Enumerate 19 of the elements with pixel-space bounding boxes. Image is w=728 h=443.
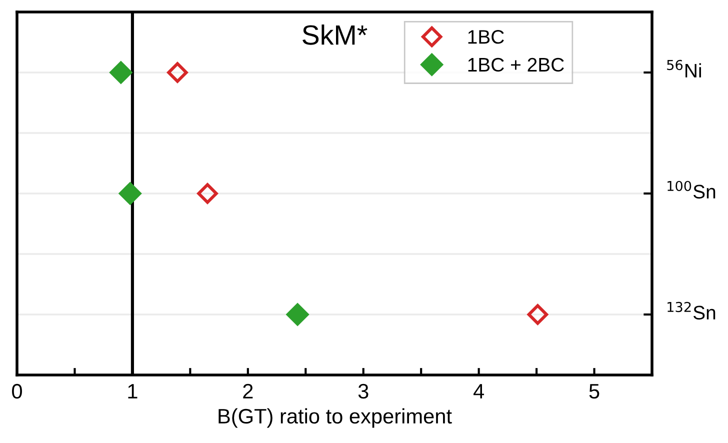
y-tick-label: $^{100}$Sn <box>668 180 716 199</box>
point <box>118 182 142 205</box>
x-tick-label: 3 <box>358 384 368 399</box>
x-axis-title: B(GT) ratio to experiment <box>218 408 452 428</box>
x-tick-label: 0 <box>12 384 22 399</box>
chart-title: SkM* <box>302 24 368 45</box>
y-tick-label: $^{132}$Sn <box>668 302 716 320</box>
x-tick-label: 1 <box>128 384 138 398</box>
legend-label: 1BC + 2BC <box>468 58 564 72</box>
point <box>197 183 218 204</box>
point <box>167 62 188 83</box>
point <box>286 303 310 326</box>
x-tick-label: 2 <box>243 384 253 398</box>
point <box>109 61 132 84</box>
legend-label: 1BC <box>468 30 504 44</box>
y-tick-label: $^{56}$Ni <box>667 60 701 78</box>
x-tick-label: 4 <box>474 384 484 398</box>
x-tick-label: 5 <box>589 384 600 399</box>
point <box>527 304 548 325</box>
